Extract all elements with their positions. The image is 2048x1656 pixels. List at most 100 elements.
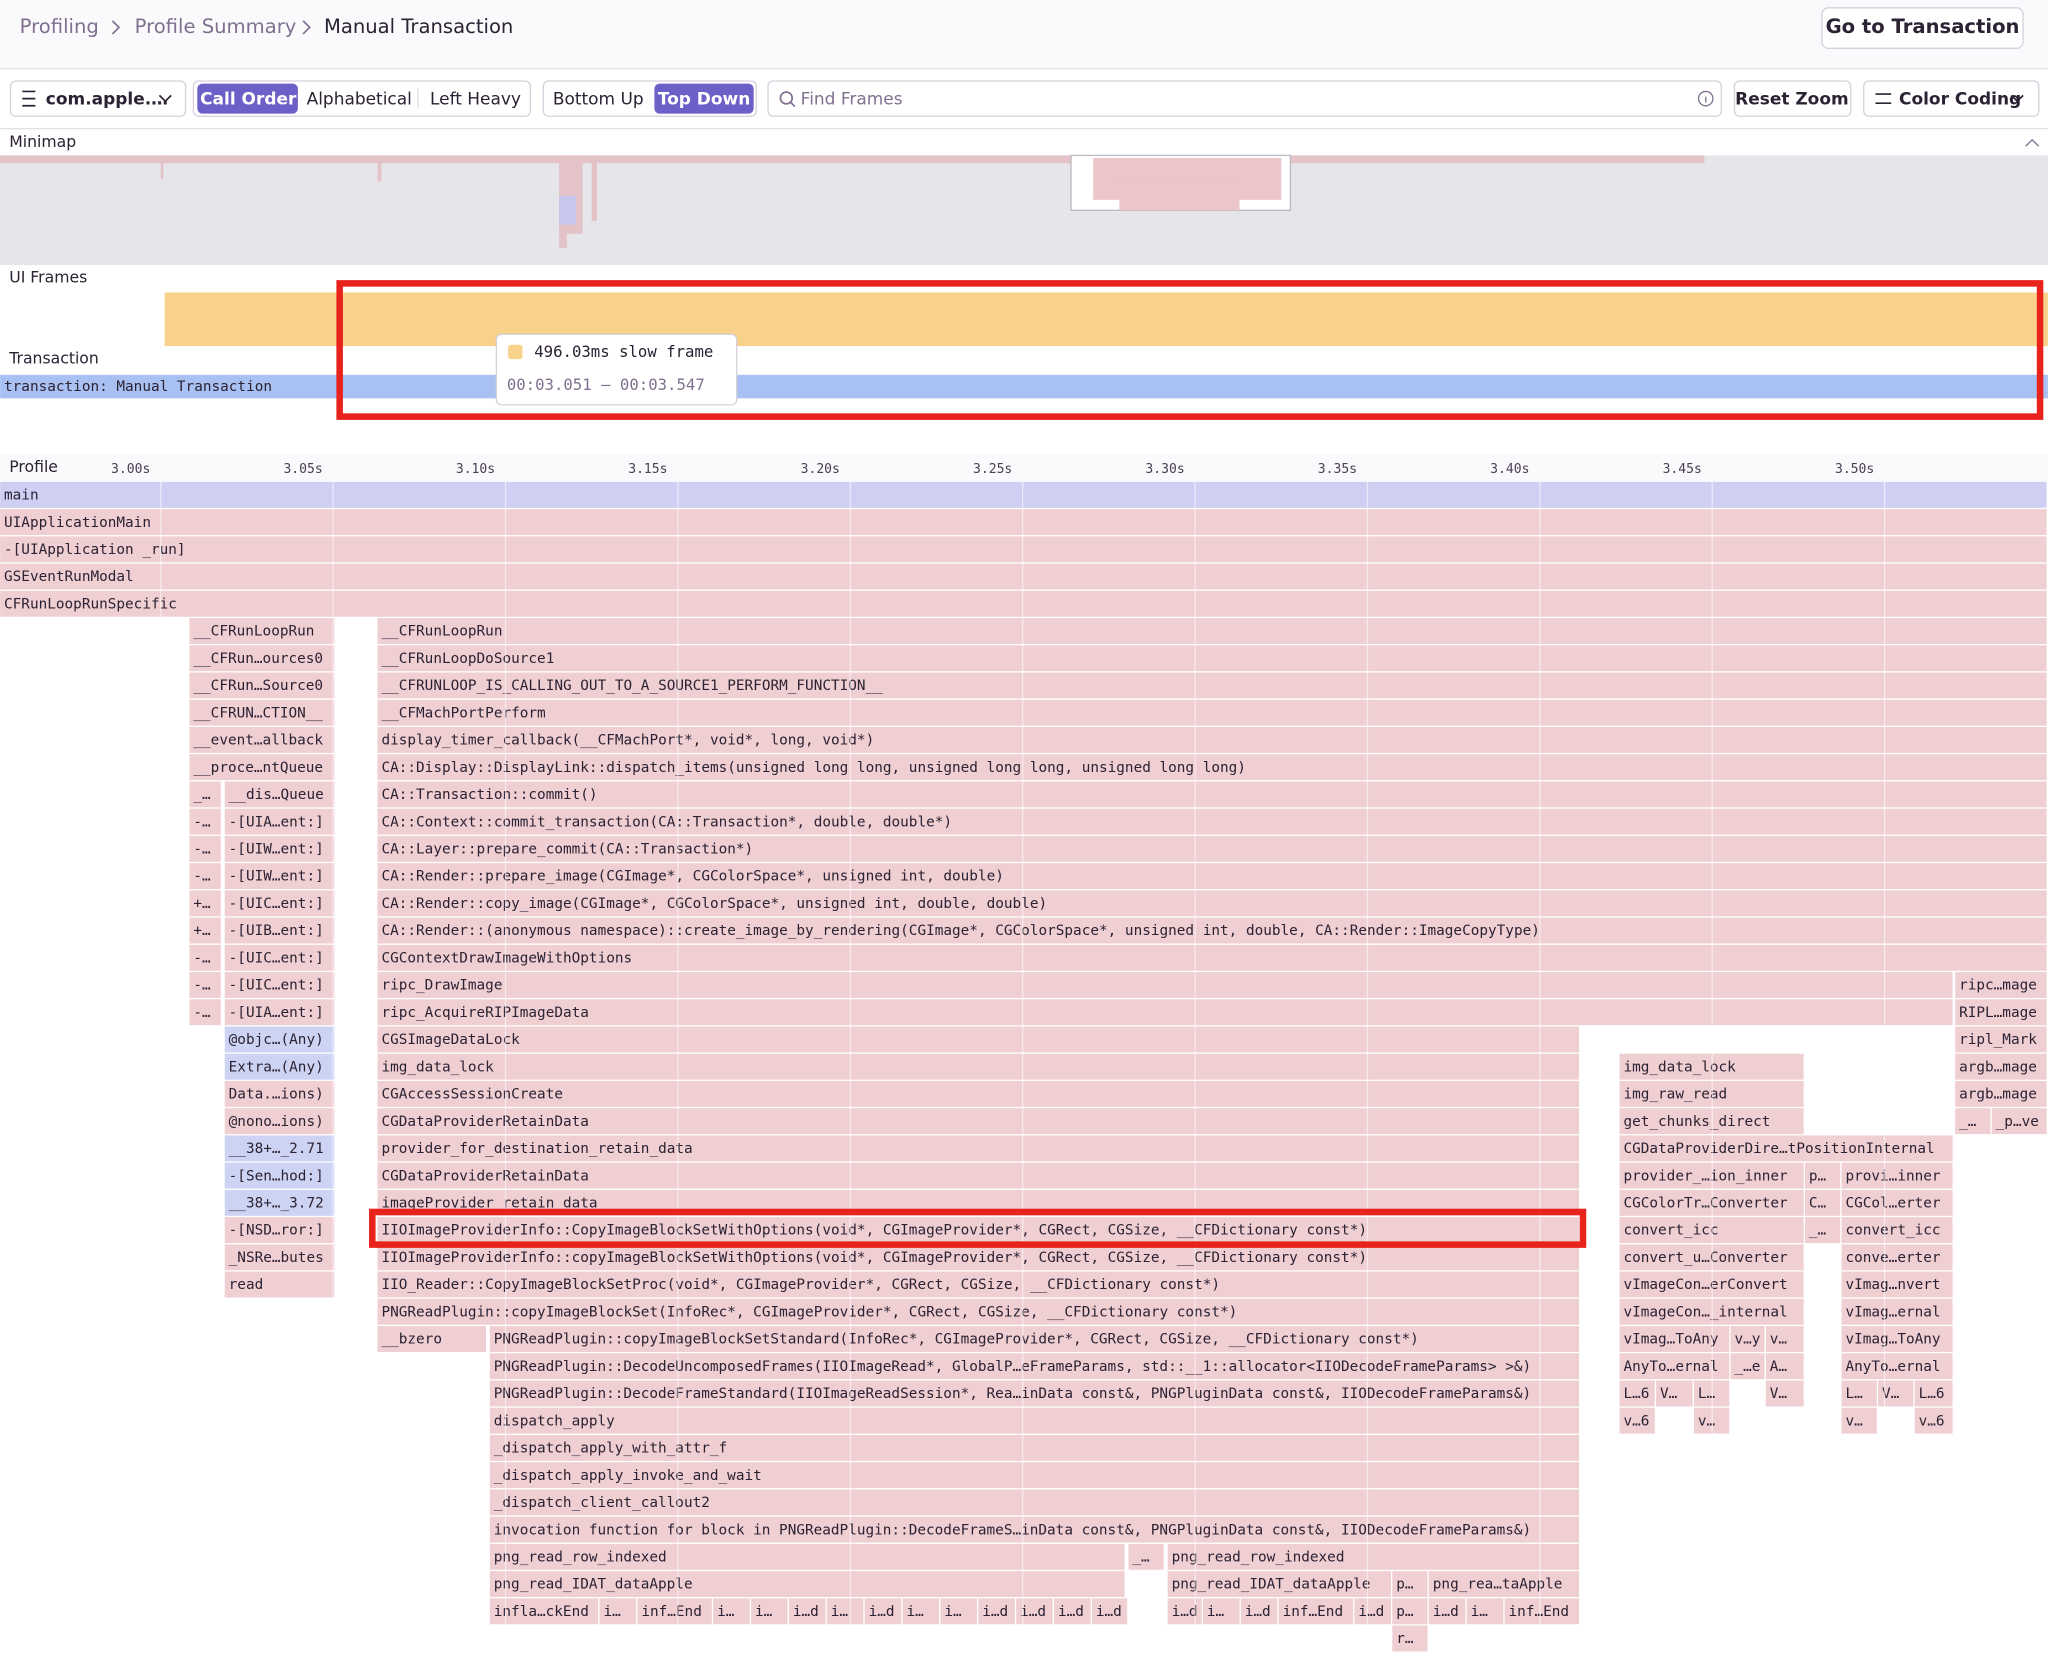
- flame-frame[interactable]: [489, 1353, 1580, 1380]
- flame-frame[interactable]: [224, 972, 335, 998]
- flame-frame[interactable]: [224, 1189, 335, 1216]
- flame-frame[interactable]: [189, 863, 221, 890]
- flame-frame[interactable]: [377, 1217, 1580, 1244]
- flame-frame[interactable]: [377, 726, 2047, 753]
- flame-frame[interactable]: [224, 1108, 335, 1135]
- flame-frame[interactable]: [224, 917, 335, 944]
- flame-frame[interactable]: [377, 972, 1953, 998]
- search-input[interactable]: [767, 80, 1723, 117]
- flame-frame[interactable]: [189, 890, 221, 917]
- flame-frame[interactable]: [1955, 1053, 2047, 1080]
- flame-frame[interactable]: [1167, 1543, 1580, 1570]
- flame-frame[interactable]: [377, 781, 2047, 808]
- flame-frame[interactable]: [224, 835, 335, 862]
- flame-frame[interactable]: [788, 1598, 826, 1625]
- flame-frame[interactable]: [189, 917, 221, 944]
- flame-frame[interactable]: [377, 1326, 486, 1352]
- flame-frame[interactable]: [978, 1598, 1015, 1625]
- flame-frame[interactable]: [599, 1598, 637, 1625]
- sort-option[interactable]: Left Heavy: [430, 89, 521, 109]
- color-coding-button[interactable]: [1863, 80, 2040, 117]
- breadcrumb[interactable]: Profiling: [20, 15, 99, 38]
- flame-frame[interactable]: [1955, 999, 2047, 1026]
- flame-frame[interactable]: [189, 999, 221, 1026]
- flame-frame[interactable]: [1091, 1598, 1128, 1625]
- flame-frame[interactable]: [224, 1080, 335, 1107]
- view-option-active[interactable]: [654, 83, 754, 114]
- flame-frame[interactable]: [489, 1380, 1580, 1407]
- flame-frame[interactable]: [1240, 1598, 1278, 1625]
- flame-frame[interactable]: [1167, 1598, 1202, 1625]
- flame-frame[interactable]: [377, 1080, 1580, 1107]
- thread-select[interactable]: [9, 80, 187, 117]
- flame-frame[interactable]: [1841, 1326, 1953, 1352]
- sort-option[interactable]: Alphabetical: [307, 89, 412, 109]
- flame-frame[interactable]: [1841, 1353, 1953, 1380]
- flame-frame[interactable]: [1392, 1598, 1428, 1625]
- flame-frame[interactable]: [377, 890, 2047, 917]
- flame-frame[interactable]: [224, 1244, 335, 1271]
- flame-frame[interactable]: [189, 645, 335, 672]
- flame-frame[interactable]: [1841, 1189, 1953, 1216]
- flame-frame[interactable]: [1955, 1080, 2047, 1107]
- flame-frame[interactable]: [489, 1326, 1580, 1352]
- flame-frame[interactable]: [1619, 1326, 1730, 1352]
- flame-frame[interactable]: [864, 1598, 902, 1625]
- slow-frame-bar[interactable]: [164, 292, 2048, 347]
- flame-frame[interactable]: [377, 917, 2047, 944]
- flame-frame[interactable]: [224, 890, 335, 917]
- flame-frame[interactable]: [940, 1598, 977, 1625]
- flame-frame[interactable]: [377, 1298, 1580, 1325]
- view-option[interactable]: Bottom Up: [553, 89, 644, 109]
- flame-frame[interactable]: [377, 999, 1953, 1026]
- flame-frame[interactable]: [224, 1135, 335, 1162]
- flame-frame[interactable]: [377, 863, 2047, 890]
- transaction-bar[interactable]: [0, 374, 2048, 399]
- flame-frame[interactable]: [377, 808, 2047, 835]
- flame-frame[interactable]: [377, 1026, 1580, 1053]
- flame-frame[interactable]: [189, 835, 221, 862]
- flame-frame[interactable]: [637, 1598, 712, 1625]
- flame-frame[interactable]: [1167, 1571, 1391, 1598]
- flame-frame[interactable]: [189, 808, 221, 835]
- flame-frame[interactable]: [377, 754, 2047, 781]
- flame-frame[interactable]: [377, 944, 2047, 971]
- flame-frame[interactable]: [377, 618, 2047, 644]
- flame-frame[interactable]: [1804, 1217, 1841, 1244]
- flame-frame[interactable]: [224, 999, 335, 1026]
- flame-frame[interactable]: [1841, 1217, 1953, 1244]
- flame-frame[interactable]: [489, 1598, 599, 1625]
- flame-frame[interactable]: [489, 1407, 1580, 1434]
- flame-frame[interactable]: [377, 1244, 1580, 1271]
- flame-frame[interactable]: [1804, 1162, 1841, 1189]
- flame-frame[interactable]: [377, 1053, 1580, 1080]
- flame-frame[interactable]: [489, 1462, 1580, 1489]
- flame-frame[interactable]: [224, 781, 335, 808]
- flame-frame[interactable]: [377, 645, 2047, 672]
- flame-frame[interactable]: [1914, 1407, 1953, 1434]
- flame-frame[interactable]: [224, 944, 335, 971]
- flame-frame[interactable]: [1392, 1571, 1428, 1598]
- flame-frame[interactable]: [377, 699, 2047, 726]
- flame-frame[interactable]: [224, 863, 335, 890]
- flame-frame[interactable]: [1765, 1353, 1804, 1380]
- flame-frame[interactable]: [1278, 1598, 1354, 1625]
- flame-frame[interactable]: [189, 699, 335, 726]
- flame-frame[interactable]: [713, 1598, 750, 1625]
- flame-frame[interactable]: [377, 672, 2047, 699]
- flame-frame[interactable]: [224, 1026, 335, 1053]
- flame-frame[interactable]: [1841, 1162, 1953, 1189]
- flame-frame[interactable]: [1128, 1543, 1164, 1570]
- collapse-icon[interactable]: [2025, 138, 2040, 147]
- flame-frame[interactable]: [1841, 1271, 1953, 1298]
- flame-frame[interactable]: [1765, 1326, 1804, 1352]
- flame-frame[interactable]: [1202, 1598, 1240, 1625]
- flame-frame[interactable]: [1619, 1353, 1730, 1380]
- sort-option-active[interactable]: [197, 83, 298, 114]
- flame-frame[interactable]: [1428, 1571, 1580, 1598]
- flame-frame[interactable]: [826, 1598, 864, 1625]
- flame-frame[interactable]: [377, 1108, 1580, 1135]
- flame-frame[interactable]: [489, 1489, 1580, 1516]
- flame-frame[interactable]: [377, 1162, 1580, 1189]
- flame-frame[interactable]: [1392, 1625, 1428, 1652]
